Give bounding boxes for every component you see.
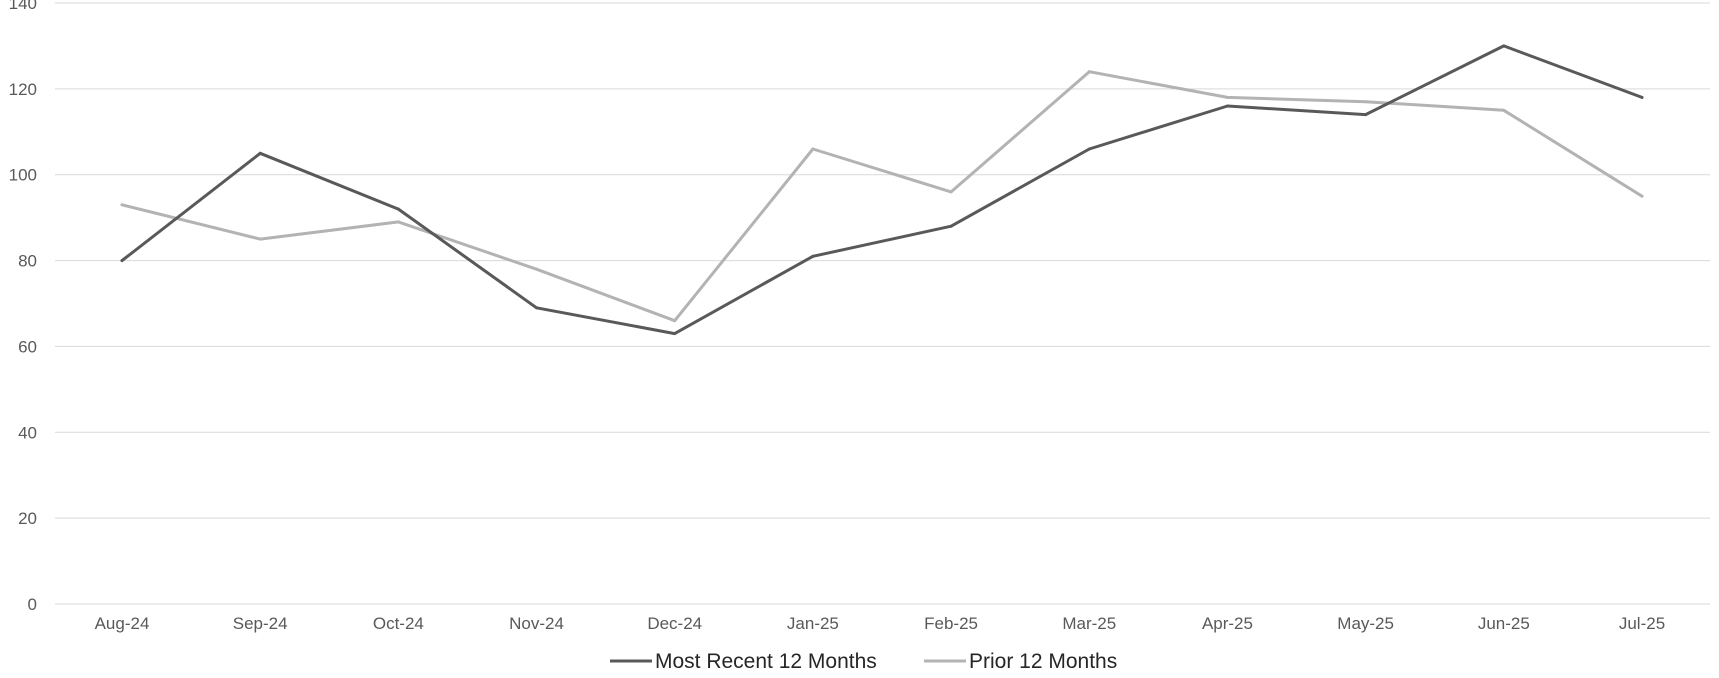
data-point xyxy=(1502,108,1506,112)
y-tick-label: 140 xyxy=(9,0,37,13)
data-point xyxy=(949,190,953,194)
grid-layer xyxy=(55,2,1710,605)
x-tick-label: Mar-25 xyxy=(1062,614,1116,633)
legend: Most Recent 12 Months Prior 12 Months xyxy=(610,650,1117,673)
y-tick-label: 120 xyxy=(9,80,37,99)
x-tick-label: Jun-25 xyxy=(1478,614,1530,633)
data-point xyxy=(535,306,539,310)
data-point xyxy=(535,267,539,271)
data-point xyxy=(811,147,815,151)
data-point xyxy=(1364,113,1368,117)
data-point xyxy=(1640,194,1644,198)
data-point xyxy=(1225,104,1229,108)
y-tick-label: 20 xyxy=(18,509,37,528)
series-line-prior-12-months xyxy=(120,70,1644,323)
x-tick-label: Aug-24 xyxy=(95,614,150,633)
data-point xyxy=(1225,95,1229,99)
x-axis-ticks: Aug-24 Sep-24 Oct-24 Nov-24 Dec-24 Jan-25 Feb-… xyxy=(95,614,1666,633)
legend-label: Prior 12 Months xyxy=(969,650,1117,673)
data-point xyxy=(396,220,400,224)
y-tick-label: 60 xyxy=(18,337,37,356)
data-point xyxy=(1364,100,1368,104)
y-tick-label: 40 xyxy=(18,423,37,442)
series-line-most-recent-12-months xyxy=(120,44,1644,336)
data-point xyxy=(120,259,124,263)
data-point xyxy=(120,203,124,207)
y-tick-label: 100 xyxy=(9,166,37,185)
data-point xyxy=(673,319,677,323)
y-tick-label: 0 xyxy=(28,595,37,614)
data-point xyxy=(258,237,262,241)
data-point xyxy=(396,207,400,211)
x-tick-label: Oct-24 xyxy=(373,614,424,633)
x-tick-label: Apr-25 xyxy=(1202,614,1253,633)
x-tick-label: Jul-25 xyxy=(1619,614,1665,633)
data-point xyxy=(1087,70,1091,74)
x-tick-label: Feb-25 xyxy=(924,614,978,633)
data-point xyxy=(1087,147,1091,151)
x-tick-label: May-25 xyxy=(1337,614,1394,633)
y-tick-label: 80 xyxy=(18,252,37,271)
y-axis-ticks: 0 20 40 60 80 100 120 140 xyxy=(9,0,37,614)
data-point xyxy=(673,332,677,336)
x-tick-label: Sep-24 xyxy=(233,614,288,633)
x-tick-label: Dec-24 xyxy=(647,614,702,633)
data-point xyxy=(1502,44,1506,48)
data-point xyxy=(949,224,953,228)
legend-label: Most Recent 12 Months xyxy=(655,650,877,673)
data-point xyxy=(1640,95,1644,99)
x-tick-label: Jan-25 xyxy=(787,614,839,633)
data-point xyxy=(811,254,815,258)
series-layer xyxy=(120,44,1644,336)
data-point xyxy=(258,151,262,155)
x-tick-label: Nov-24 xyxy=(509,614,564,633)
